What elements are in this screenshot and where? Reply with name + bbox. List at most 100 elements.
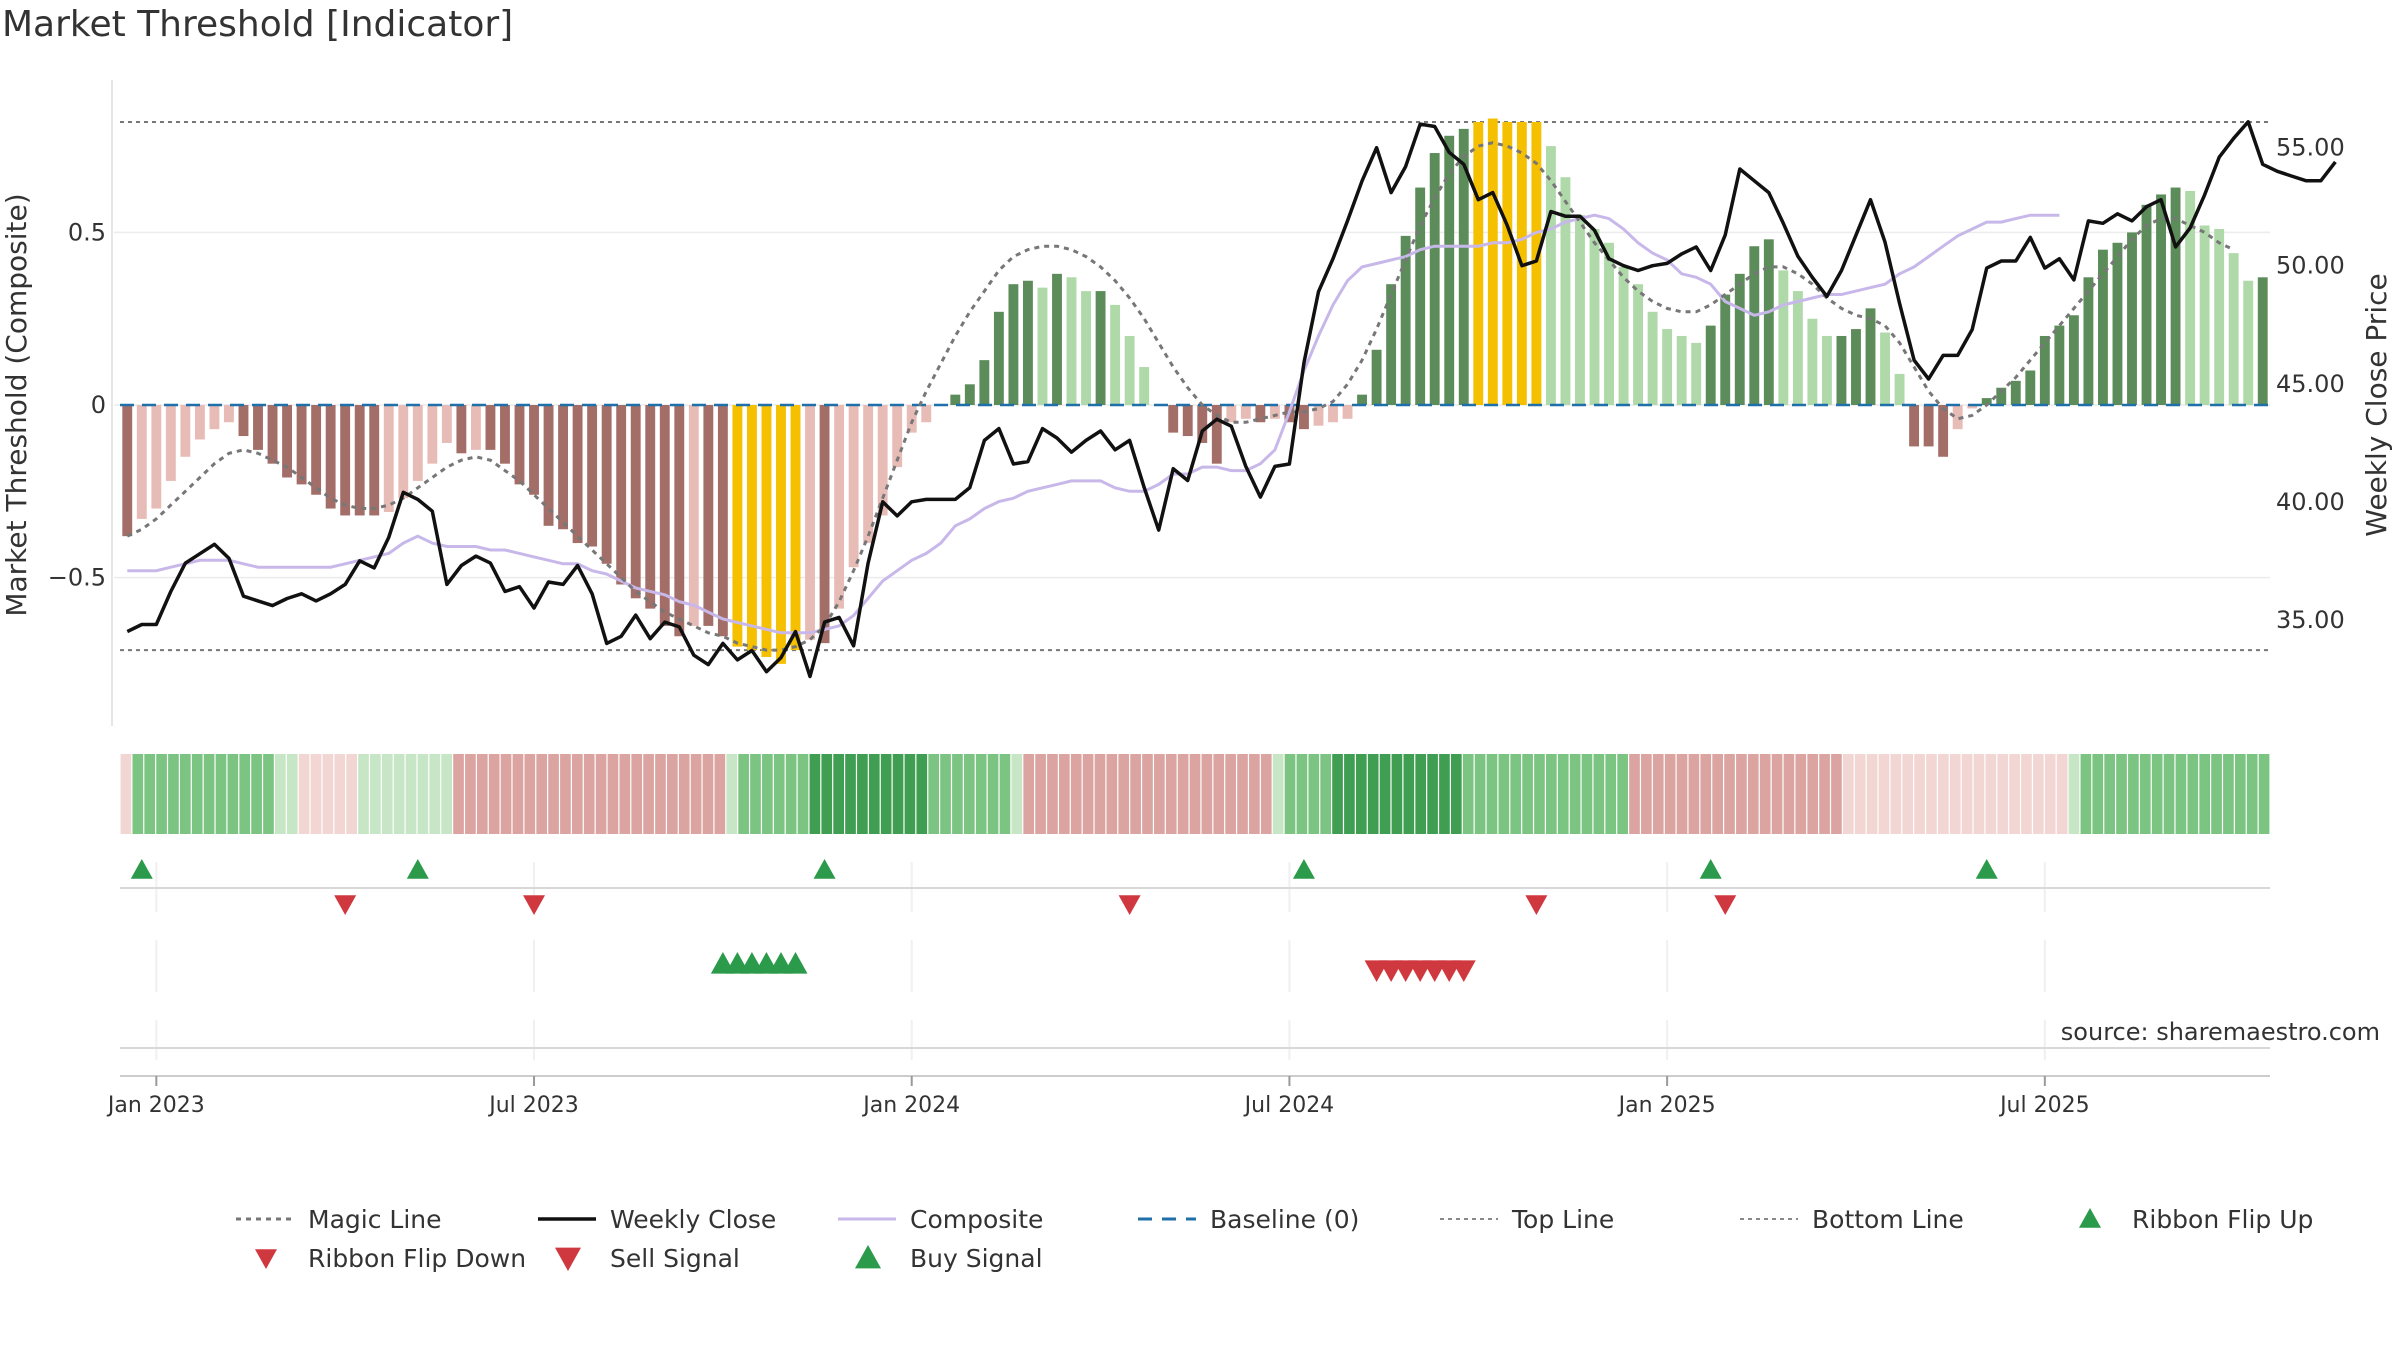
ribbon-cell (1237, 754, 1248, 834)
ribbon-cell (1154, 754, 1165, 834)
ribbon-cell (393, 754, 405, 834)
x-tick-label: Jul 2025 (1998, 1093, 2090, 1118)
ribbon-cell (1902, 754, 1914, 834)
ribbon-cell (1510, 754, 1522, 834)
ribbon-cell (1035, 754, 1046, 834)
legend-swatch (855, 1245, 881, 1269)
composite-bar (587, 405, 598, 547)
composite-bar (1023, 280, 1033, 405)
composite-bar (746, 405, 757, 651)
composite-bar (2039, 335, 2050, 405)
composite-bar (1821, 335, 1832, 405)
ribbon-cell (2056, 754, 2068, 834)
ribbon-cell (1783, 754, 1795, 834)
ribbon-cell (1641, 754, 1652, 834)
ribbon-flip-up-marker (1699, 859, 1722, 879)
source-label: source: sharemaestro.com (2061, 1018, 2380, 1046)
ribbon-cell (512, 754, 524, 834)
ribbon-cell (310, 754, 322, 834)
ribbon-cell (655, 754, 666, 834)
ribbon-cell (1344, 754, 1355, 834)
composite-bar (790, 405, 801, 651)
ribbon-cell (2128, 754, 2139, 834)
ribbon-cell (1284, 754, 1296, 834)
legend-label: Buy Signal (910, 1244, 1043, 1273)
composite-bar (1415, 187, 1426, 405)
ribbon-cell (1807, 754, 1819, 834)
y-tick-label-right: 35.00 (2276, 606, 2345, 634)
composite-bar (601, 405, 612, 564)
ribbon-cell (2116, 754, 2127, 834)
composite-bar (1909, 405, 1920, 447)
ribbon-cell (892, 754, 904, 834)
ribbon-cell (2199, 754, 2211, 834)
ribbon-cell (1058, 754, 1070, 834)
ribbon-cell (2104, 754, 2115, 834)
ribbon-cell (1569, 754, 1581, 834)
ribbon-cell (952, 754, 963, 834)
composite-bar (369, 405, 380, 516)
composite-bar (1734, 273, 1745, 405)
ribbon-cell (1249, 754, 1260, 834)
ribbon-cell (1557, 754, 1569, 834)
ribbon-cell (857, 754, 868, 834)
ribbon-cell (1272, 754, 1284, 834)
composite-bar (877, 405, 888, 516)
ribbon-cell (1926, 754, 1937, 834)
composite-bar (253, 405, 263, 450)
composite-bar (354, 405, 365, 516)
composite-bar (1981, 398, 1992, 405)
composite-bar (979, 360, 990, 405)
ribbon-cell (678, 754, 690, 834)
composite-bar (703, 405, 714, 626)
ribbon-cell (1130, 754, 1141, 834)
composite-bar (1691, 342, 1702, 405)
ribbon-cell (571, 754, 583, 834)
legend-label: Ribbon Flip Down (308, 1244, 526, 1273)
ribbon-cell (1165, 754, 1177, 834)
ribbon-cell (1450, 754, 1462, 834)
ribbon-cell (381, 754, 393, 834)
weekly-close-line (126, 120, 2337, 679)
composite-bar (1052, 273, 1062, 405)
composite-bar (1604, 242, 1614, 405)
ribbon-cell (263, 754, 274, 834)
composite-bar (2025, 370, 2036, 405)
ribbon-cell (1878, 754, 1890, 834)
ribbon-cell (227, 754, 239, 834)
ribbon-cell (1462, 754, 1474, 834)
ribbon-cell (548, 754, 559, 834)
composite-bar (776, 405, 786, 664)
ribbon-cell (215, 754, 227, 834)
ribbon-cell (2033, 754, 2044, 834)
y-axis-label-right: Weekly Close Price (2360, 273, 2393, 536)
ribbon-cell (465, 754, 476, 834)
ribbon-cell (1011, 754, 1023, 834)
composite-bar (1081, 291, 1091, 405)
series-lines (120, 120, 2337, 679)
ribbon-cell (286, 754, 298, 834)
composite-bar (1255, 405, 1266, 423)
composite-bar (834, 405, 845, 609)
composite-bar (2112, 242, 2123, 405)
composite-bar (2010, 380, 2021, 405)
ribbon-cell (179, 754, 191, 834)
composite-bar (1328, 405, 1338, 423)
ribbon-cell (191, 754, 203, 834)
ribbon-flip-down-marker (1714, 895, 1737, 915)
composite-bar (1008, 284, 1019, 405)
composite-bar (194, 405, 205, 440)
composite-bar (1996, 387, 2007, 405)
ribbon-cell (1724, 754, 1735, 834)
ribbon-cell (1546, 754, 1557, 834)
composite-bar (964, 384, 975, 405)
y-tick-label-right: 40.00 (2276, 488, 2345, 516)
signal-panels (120, 859, 2270, 1060)
x-tick-label: Jan 2025 (1617, 1093, 1716, 1118)
ribbon-cell (1189, 754, 1201, 834)
composite-bar (2243, 280, 2254, 405)
ribbon-cell (833, 754, 844, 834)
composite-bar (238, 405, 249, 437)
ribbon-cell (1831, 754, 1842, 834)
composite-bar (151, 405, 162, 509)
